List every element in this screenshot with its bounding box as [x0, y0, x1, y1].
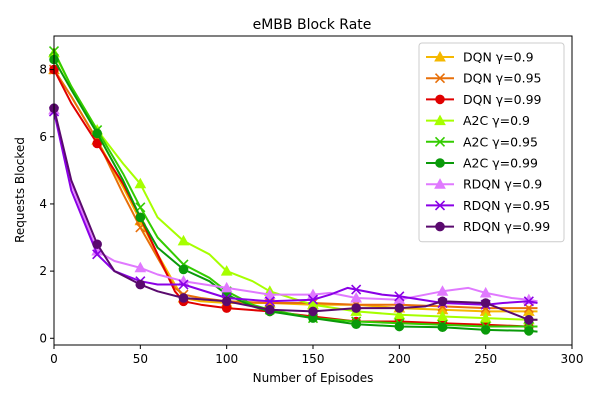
data-point	[221, 296, 232, 307]
legend-entry: A2C γ=0.9	[426, 113, 530, 128]
legend-entry: RDQN γ=0.9	[426, 177, 542, 192]
data-point	[177, 234, 190, 246]
x-tick-label: 150	[302, 352, 325, 366]
y-axis: 0 2 4 6 8	[39, 63, 54, 345]
x-tick-label: 300	[561, 352, 584, 366]
series-line	[53, 52, 538, 321]
data-point	[437, 296, 448, 307]
data-point	[394, 291, 405, 302]
data-point	[351, 284, 362, 295]
y-axis-label: Requests Blocked	[13, 137, 27, 243]
legend-entry: RDQN γ=0.99	[426, 219, 550, 234]
data-point	[135, 279, 146, 290]
data-point	[308, 306, 318, 317]
legend-marker	[435, 221, 445, 232]
x-tick-label: 0	[50, 352, 58, 366]
plot-area	[48, 46, 538, 336]
data-point	[394, 303, 405, 313]
legend-marker	[434, 136, 446, 147]
data-point	[436, 310, 449, 321]
series-line	[53, 59, 538, 333]
data-point	[394, 321, 405, 332]
series-9	[49, 103, 538, 325]
legend-marker	[434, 114, 446, 126]
legend-marker	[434, 200, 446, 211]
legend-entry: DQN γ=0.95	[426, 71, 542, 86]
data-point	[178, 279, 189, 290]
data-point	[307, 294, 319, 305]
legend-label: RDQN γ=0.99	[463, 219, 550, 234]
legend-label: A2C γ=0.99	[463, 156, 538, 171]
data-point	[220, 281, 233, 293]
legend-label: A2C γ=0.95	[463, 134, 538, 149]
data-point	[178, 264, 189, 275]
chart-title: eMBB Block Rate	[253, 17, 372, 33]
data-point	[178, 293, 189, 303]
legend-marker	[434, 50, 446, 62]
x-tick-label: 50	[133, 352, 148, 366]
data-point	[134, 177, 147, 189]
legend-label: RDQN γ=0.9	[463, 177, 542, 192]
data-point	[351, 319, 361, 329]
x-tick-label: 100	[215, 352, 238, 366]
data-point	[263, 288, 276, 300]
y-tick-label: 8	[39, 63, 47, 77]
data-point	[480, 298, 491, 308]
legend-label: DQN γ=0.99	[463, 92, 542, 107]
data-point	[220, 265, 233, 276]
data-point	[92, 128, 102, 139]
data-point	[134, 261, 147, 273]
data-point	[135, 212, 146, 223]
legend-entry: DQN γ=0.9	[426, 50, 534, 65]
data-point	[351, 303, 361, 313]
data-point	[479, 312, 492, 323]
y-tick-label: 0	[39, 331, 47, 345]
series-line	[53, 69, 538, 328]
data-point	[350, 291, 363, 303]
legend-marker	[434, 73, 446, 84]
data-point	[92, 249, 103, 260]
data-point	[523, 296, 534, 307]
legend-entry: A2C γ=0.95	[426, 134, 538, 149]
data-point	[92, 138, 102, 149]
data-point	[393, 308, 406, 320]
data-point	[436, 285, 449, 296]
data-point	[524, 315, 534, 325]
data-point	[480, 325, 491, 335]
legend-label: DQN γ=0.95	[463, 71, 542, 86]
x-tick-label: 200	[388, 352, 411, 366]
data-point	[479, 286, 492, 298]
legend-marker	[435, 158, 445, 168]
legend-label: DQN γ=0.9	[463, 50, 534, 65]
data-point	[265, 304, 275, 315]
series-line	[53, 69, 538, 313]
data-point	[92, 239, 102, 250]
x-tick-label: 250	[474, 352, 497, 366]
y-tick-label: 2	[39, 264, 47, 278]
data-point	[437, 322, 448, 332]
legend-entry: RDQN γ=0.95	[426, 198, 550, 213]
legend-marker	[435, 94, 445, 105]
x-axis-label: Number of Episodes	[253, 371, 374, 385]
legend-box	[418, 42, 565, 243]
legend-entry: DQN γ=0.99	[426, 92, 542, 107]
x-axis: 0 50 100 150 200 250 300	[50, 345, 583, 366]
legend-label: A2C γ=0.9	[463, 113, 530, 128]
y-tick-label: 6	[39, 130, 47, 144]
data-point	[264, 296, 275, 307]
legend-marker	[434, 178, 446, 189]
legend-label: RDQN γ=0.95	[463, 198, 550, 213]
data-point	[524, 326, 534, 336]
legend: DQN γ=0.9 DQN γ=0.95 DQN γ=0.99 A2C γ=0.9 A2…	[418, 42, 565, 243]
legend-entry: A2C γ=0.99	[426, 156, 538, 171]
y-tick-label: 4	[39, 197, 47, 211]
